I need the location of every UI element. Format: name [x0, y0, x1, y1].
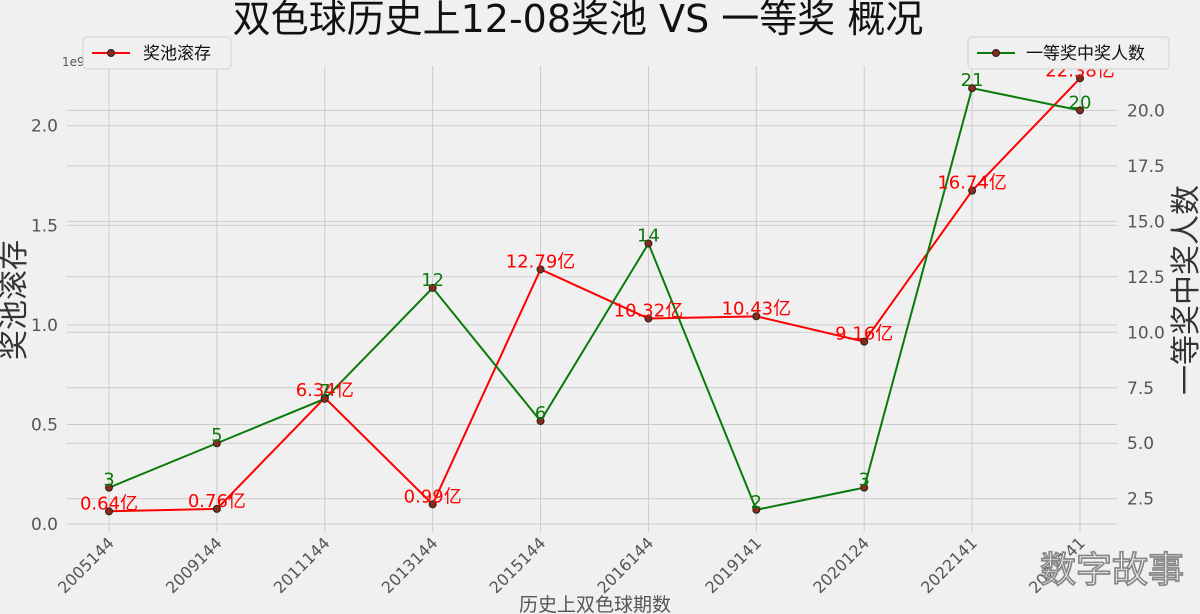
legend-left-marker — [107, 49, 115, 57]
right-y-tick-label: 20.0 — [1127, 101, 1165, 121]
data-label-0: 10.43亿 — [722, 298, 792, 319]
data-label-1: 2 — [751, 492, 762, 513]
data-label-0: 9.16亿 — [835, 324, 893, 345]
data-label-0: 16.74亿 — [937, 173, 1007, 194]
data-label-0: 0.99亿 — [404, 486, 462, 507]
data-point-1 — [644, 239, 653, 248]
left-y-tick-label: 0.0 — [31, 515, 58, 535]
data-point-1 — [105, 483, 113, 492]
data-point-1 — [212, 439, 221, 448]
legend-left-box — [82, 36, 232, 70]
data-point-0 — [1076, 74, 1084, 83]
data-point-0 — [536, 265, 545, 274]
left-y-tick-label: 0.5 — [31, 415, 58, 435]
watermark: 数字故事 — [1040, 550, 1184, 591]
right-y-tick-label: 15.0 — [1127, 212, 1165, 232]
legend-left: 奖池滚存 — [82, 36, 232, 70]
legend-right: 一等奖中奖人数 — [967, 36, 1170, 70]
data-label-1: 5 — [211, 425, 222, 446]
x-axis-label: 历史上双色球期数 — [519, 594, 671, 614]
data-point-0 — [860, 337, 869, 346]
legend-right-text: 一等奖中奖人数 — [1026, 44, 1145, 64]
data-label-1: 12 — [421, 270, 444, 291]
data-label-0: 6.34亿 — [296, 380, 354, 401]
data-point-1 — [860, 483, 869, 492]
grid — [67, 66, 1117, 532]
legend-left-text: 奖池滚存 — [143, 44, 211, 64]
right-y-tick-label: 10.0 — [1127, 323, 1165, 343]
data-point-1 — [1076, 106, 1084, 115]
legend-right-box — [967, 36, 1170, 70]
data-label-1: 21 — [961, 70, 984, 91]
data-point-0 — [105, 507, 113, 516]
series-points — [105, 74, 1084, 516]
right-y-tick-label: 12.5 — [1127, 268, 1165, 288]
left-y-tick-label: 1.5 — [31, 216, 58, 236]
data-label-0: 0.76亿 — [188, 491, 246, 512]
data-point-1 — [968, 84, 977, 93]
left-y-tick-label: 1.0 — [31, 316, 58, 336]
data-label-1: 7 — [319, 381, 330, 402]
chart-title: 双色球历史上12-08奖池 VS 一等奖 概况 — [233, 0, 924, 41]
data-point-0 — [428, 500, 437, 509]
legend-right-marker — [992, 49, 1000, 57]
right-y-tick-label: 5.0 — [1127, 434, 1154, 454]
data-point-1 — [320, 394, 329, 403]
right-axis-label: 一等奖中奖人数 — [1169, 185, 1200, 395]
data-point-0 — [212, 504, 221, 513]
series-lines — [108, 77, 1081, 513]
data-label-0: 10.32亿 — [614, 301, 684, 322]
left-axis-exponent: 1e9 — [62, 55, 85, 69]
data-label-1: 6 — [535, 403, 546, 424]
data-point-1 — [752, 505, 761, 514]
right-y-tick-label: 17.5 — [1127, 157, 1165, 177]
data-point-1 — [428, 283, 437, 292]
data-label-0: 0.64亿 — [80, 493, 138, 514]
data-label-1: 20 — [1069, 92, 1092, 113]
data-point-0 — [968, 186, 977, 195]
right-y-tick-label: 2.5 — [1127, 490, 1154, 510]
left-axis-label: 奖池滚存 — [0, 240, 32, 360]
right-y-tick-label: 7.5 — [1127, 379, 1154, 399]
series-line-0 — [108, 77, 1081, 513]
data-point-0 — [752, 312, 761, 321]
data-point-0 — [644, 314, 653, 323]
data-label-1: 3 — [858, 470, 869, 491]
series-line-1 — [108, 87, 1081, 511]
data-point-1 — [536, 417, 545, 426]
data-label-1: 14 — [637, 226, 660, 247]
left-y-tick-label: 2.0 — [31, 117, 58, 137]
data-label-1: 3 — [103, 470, 114, 491]
data-label-0: 12.79亿 — [506, 251, 576, 272]
